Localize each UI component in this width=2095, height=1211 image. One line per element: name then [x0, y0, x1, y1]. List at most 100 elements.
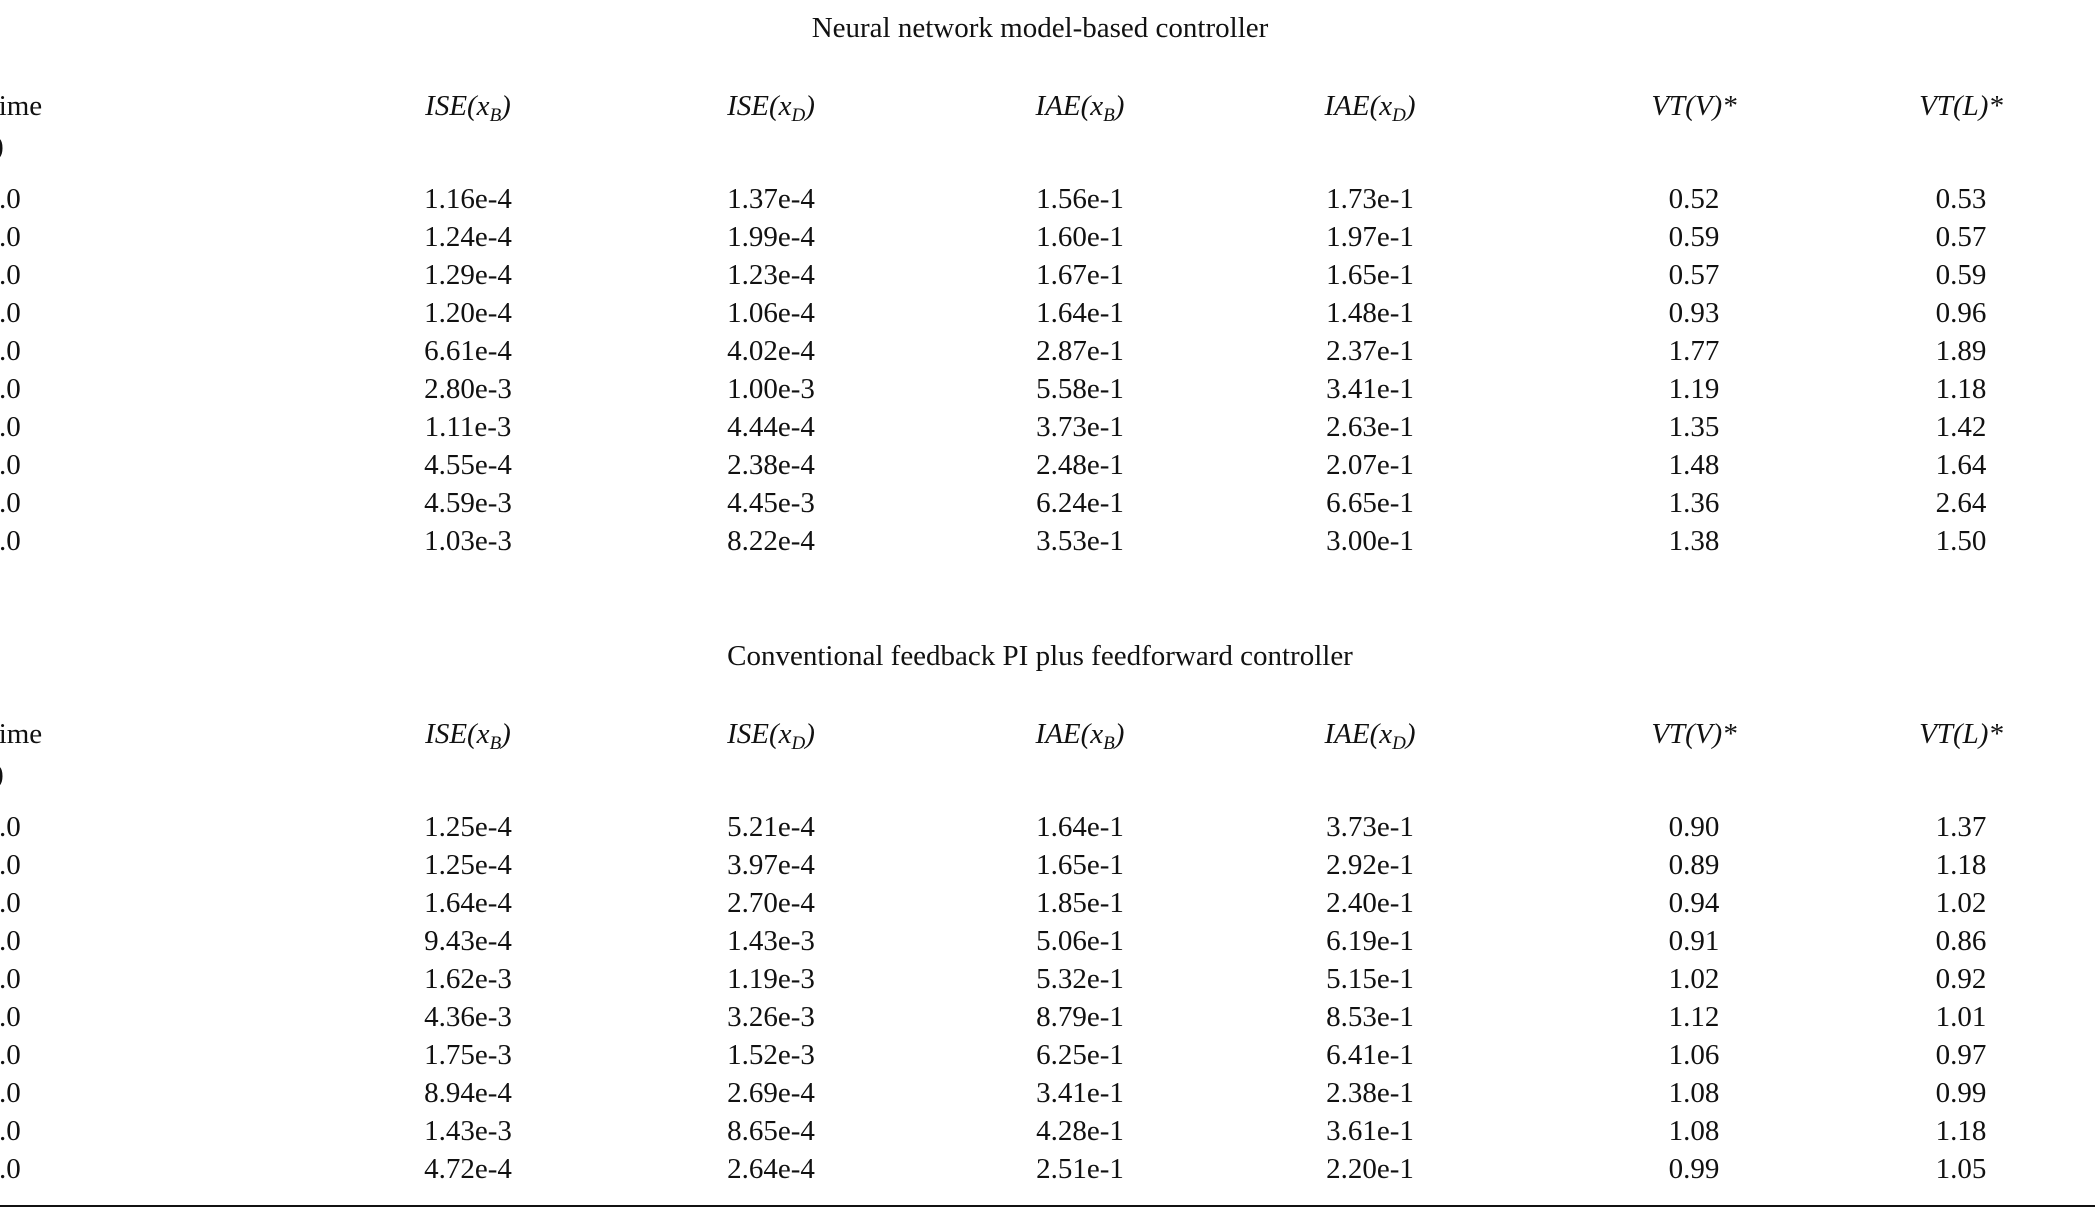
column-header: VT(V)* — [1651, 720, 1736, 749]
value-cell: 4.55e-4 — [424, 449, 512, 481]
value-cell: 1.00e-3 — [727, 373, 815, 405]
header-text: ) — [805, 718, 815, 750]
value-cell: 1.29e-4 — [424, 259, 512, 291]
value-cell: 2.80e-3 — [424, 373, 512, 405]
value-cell: 1.37e-4 — [727, 183, 815, 215]
value-cell: 4.72e-4 — [424, 1153, 512, 1185]
table-title: Conventional feedback PI plus feedforwar… — [727, 640, 1353, 672]
time-cell: 50.0 — [0, 449, 21, 481]
time-cell: 15.0 — [0, 811, 21, 843]
time-cell: 25.0 — [0, 887, 21, 919]
time-cell: 20.0 — [0, 221, 21, 253]
time-cell: 45.0 — [0, 1039, 21, 1071]
value-cell: 0.99 — [1935, 1077, 1987, 1109]
value-cell: 6.61e-4 — [424, 335, 512, 367]
value-cell: 1.85e-1 — [1036, 887, 1124, 919]
value-cell: 1.03e-3 — [424, 525, 512, 557]
time-cell: 40.0 — [0, 373, 21, 405]
value-cell: 1.99e-4 — [727, 221, 815, 253]
value-cell: 3.97e-4 — [727, 849, 815, 881]
value-cell: 1.75e-3 — [424, 1039, 512, 1071]
column-header: IAE(xB) — [1036, 718, 1125, 754]
value-cell: 8.65e-4 — [727, 1115, 815, 1147]
value-cell: 2.70e-4 — [727, 887, 815, 919]
value-cell: 6.25e-1 — [1036, 1039, 1124, 1071]
header-text: ) — [1114, 90, 1125, 122]
value-cell: 0.57 — [1668, 259, 1720, 291]
value-cell: 0.97 — [1935, 1039, 1987, 1071]
time-cell: 55.0 — [0, 487, 21, 519]
header-text: IAE(x — [1035, 90, 1104, 122]
value-cell: 1.64 — [1935, 449, 1987, 481]
value-cell: 2.64e-4 — [727, 1153, 815, 1185]
value-cell: 1.20e-4 — [424, 297, 512, 329]
time-cell: 60.0 — [0, 1153, 21, 1185]
value-cell: 5.32e-1 — [1036, 963, 1124, 995]
header-text: ) — [501, 90, 511, 122]
header-subscript: D — [791, 733, 806, 754]
value-cell: 1.05 — [1935, 1153, 1987, 1185]
column-header: IAE(xB) — [1035, 90, 1125, 126]
header-text: ) — [501, 718, 511, 750]
time-cell: 60.0 — [0, 525, 21, 557]
value-cell: 1.73e-1 — [1326, 183, 1414, 215]
value-cell: 1.06e-4 — [727, 297, 815, 329]
column-header-unit: (h) — [0, 760, 4, 789]
value-cell: 9.43e-4 — [424, 925, 512, 957]
value-cell: 1.43e-3 — [424, 1115, 512, 1147]
header-subscript: B — [1103, 105, 1115, 126]
value-cell: 4.45e-3 — [727, 487, 815, 519]
value-cell: 2.92e-1 — [1326, 849, 1414, 881]
value-cell: 1.25e-4 — [424, 849, 512, 881]
value-cell: 1.48e-1 — [1326, 297, 1414, 329]
value-cell: 0.59 — [1935, 259, 1987, 291]
value-cell: 2.64 — [1935, 487, 1987, 519]
value-cell: 1.06 — [1668, 1039, 1720, 1071]
column-header: ISE(xD) — [727, 90, 815, 126]
value-cell: 1.43e-3 — [727, 925, 815, 957]
value-cell: 2.07e-1 — [1326, 449, 1414, 481]
header-subscript: B — [489, 105, 502, 126]
value-cell: 5.58e-1 — [1036, 373, 1124, 405]
value-cell: 0.52 — [1668, 183, 1720, 215]
value-cell: 5.15e-1 — [1326, 963, 1414, 995]
value-cell: 2.20e-1 — [1326, 1153, 1414, 1185]
value-cell: 3.73e-1 — [1036, 411, 1124, 443]
value-cell: 0.94 — [1668, 887, 1720, 919]
value-cell: 0.91 — [1668, 925, 1720, 957]
header-text: ) — [1405, 718, 1416, 750]
header-text: ISE(x — [727, 90, 792, 122]
value-cell: 6.19e-1 — [1326, 925, 1414, 957]
column-header: Time — [0, 90, 43, 122]
value-cell: 5.06e-1 — [1036, 925, 1124, 957]
header-text: VT(V)* — [1651, 90, 1737, 122]
bottom-rule — [0, 1205, 2095, 1207]
value-cell: 1.65e-1 — [1326, 259, 1414, 291]
time-cell: 50.0 — [0, 1077, 21, 1109]
value-cell: 2.51e-1 — [1036, 1153, 1124, 1185]
header-text: IAE(x — [1324, 718, 1393, 750]
time-cell: 40.0 — [0, 1001, 21, 1033]
value-cell: 1.42 — [1935, 411, 1987, 443]
value-cell: 1.23e-4 — [727, 259, 815, 291]
value-cell: 1.64e-1 — [1036, 297, 1124, 329]
time-cell: 15.0 — [0, 183, 21, 215]
value-cell: 0.93 — [1668, 297, 1720, 329]
value-cell: 1.64e-1 — [1036, 811, 1124, 843]
value-cell: 0.92 — [1935, 963, 1987, 995]
time-cell: 45.0 — [0, 411, 21, 443]
value-cell: 1.77 — [1668, 335, 1720, 367]
value-cell: 4.44e-4 — [727, 411, 815, 443]
value-cell: 1.19e-3 — [727, 963, 815, 995]
value-cell: 1.65e-1 — [1036, 849, 1124, 881]
header-text: VT(L)* — [1919, 718, 2003, 750]
value-cell: 8.94e-4 — [424, 1077, 512, 1109]
header-text: ISE(x — [727, 718, 792, 750]
value-cell: 4.28e-1 — [1036, 1115, 1124, 1147]
value-cell: 0.86 — [1935, 925, 1987, 957]
header-text: ) — [1114, 718, 1125, 750]
header-text: ISE(x — [425, 718, 490, 750]
value-cell: 2.38e-4 — [727, 449, 815, 481]
value-cell: 2.38e-1 — [1326, 1077, 1414, 1109]
